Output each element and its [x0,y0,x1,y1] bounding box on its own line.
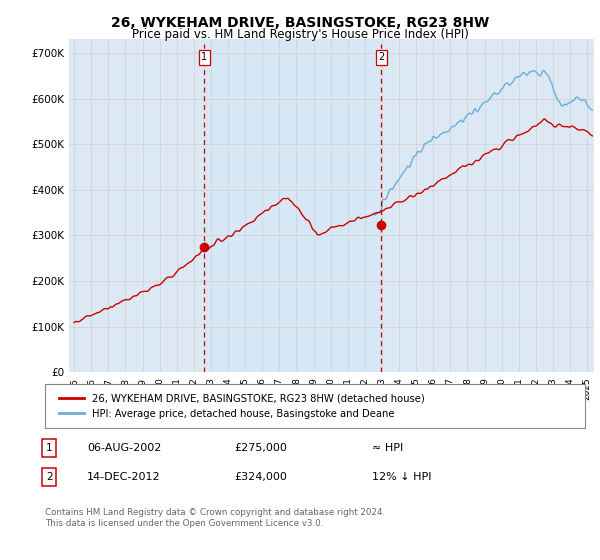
Text: 26, WYKEHAM DRIVE, BASINGSTOKE, RG23 8HW: 26, WYKEHAM DRIVE, BASINGSTOKE, RG23 8HW [111,16,489,30]
Text: 1: 1 [46,443,53,453]
Text: 14-DEC-2012: 14-DEC-2012 [87,472,161,482]
Text: 2: 2 [378,53,385,63]
Text: £324,000: £324,000 [234,472,287,482]
Text: 2: 2 [46,472,53,482]
Text: 12% ↓ HPI: 12% ↓ HPI [372,472,431,482]
Legend: 26, WYKEHAM DRIVE, BASINGSTOKE, RG23 8HW (detached house), HPI: Average price, d: 26, WYKEHAM DRIVE, BASINGSTOKE, RG23 8HW… [55,389,429,423]
Text: 06-AUG-2002: 06-AUG-2002 [87,443,161,453]
Bar [204,39,381,372]
Text: Contains HM Land Registry data © Crown copyright and database right 2024.
This d: Contains HM Land Registry data © Crown c… [45,508,385,528]
Text: 1: 1 [201,53,207,63]
Text: ≈ HPI: ≈ HPI [372,443,403,453]
Text: Price paid vs. HM Land Registry's House Price Index (HPI): Price paid vs. HM Land Registry's House … [131,28,469,41]
Text: £275,000: £275,000 [234,443,287,453]
